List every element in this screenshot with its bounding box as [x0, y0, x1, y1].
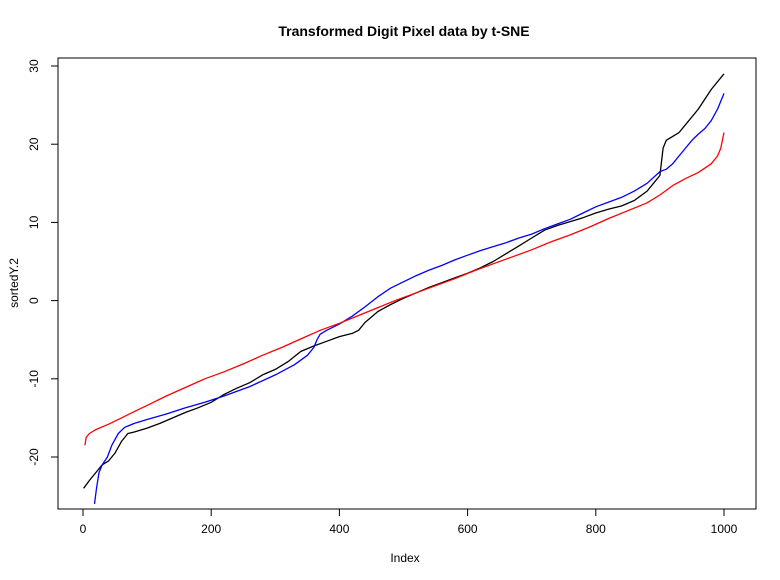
x-tick-label: 1000 [711, 522, 738, 536]
series-line-3 [84, 132, 725, 446]
plot-frame [57, 57, 757, 510]
y-tick-label: -10 [27, 370, 41, 388]
x-tick-label: 400 [329, 522, 349, 536]
x-axis: 0 200 400 600 800 1000 [80, 508, 738, 536]
series-layer [83, 73, 725, 504]
x-tick-label: 600 [458, 522, 478, 536]
y-tick-label: 30 [27, 59, 41, 73]
x-tick-label: 800 [586, 522, 606, 536]
x-axis-label: Index [390, 551, 419, 565]
y-tick-label: 10 [27, 215, 41, 229]
y-tick-label: -20 [27, 448, 41, 466]
chart-title: Transformed Digit Pixel data by t-SNE [278, 23, 529, 39]
y-axis-label: sortedY.2 [7, 258, 21, 308]
x-tick-label: 200 [201, 522, 221, 536]
y-tick-label: 20 [27, 137, 41, 151]
y-axis: -20 -10 0 10 20 30 [27, 59, 59, 466]
series-line-1 [83, 73, 725, 489]
x-tick-label: 0 [80, 522, 87, 536]
y-tick-label: 0 [27, 297, 41, 304]
series-line-2 [93, 93, 725, 504]
